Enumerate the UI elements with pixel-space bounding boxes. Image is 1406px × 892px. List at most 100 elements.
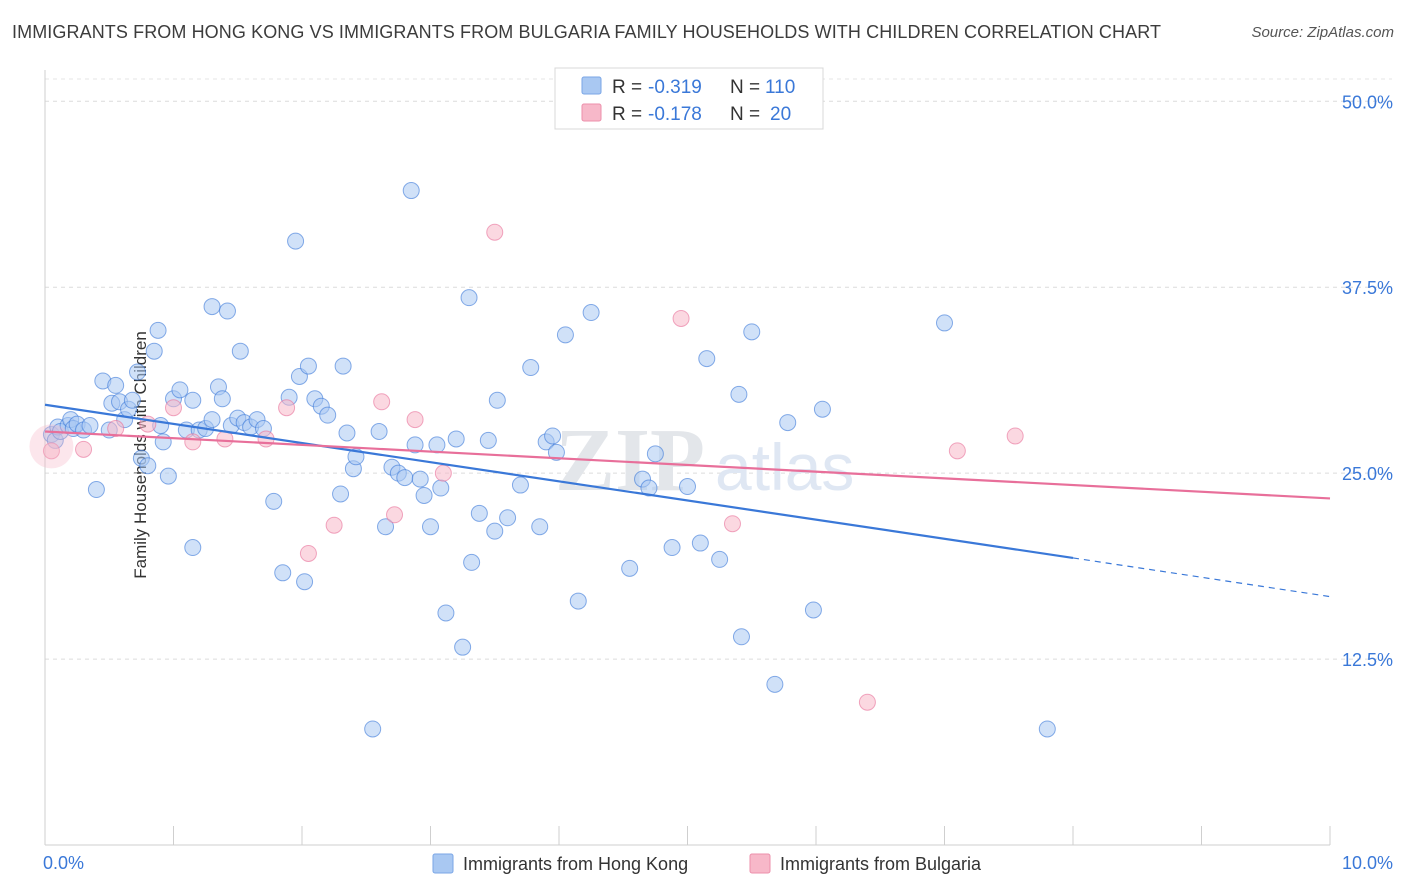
point-hong-kong [547,443,565,461]
point-bulgaria [723,515,741,533]
point-hong-kong [698,350,716,368]
point-bulgaria [299,544,317,562]
trend-line-hong-kong [44,403,1074,560]
point-hong-kong [437,604,455,622]
point-hong-kong [396,469,414,487]
point-hong-kong [663,539,681,557]
point-hong-kong [370,423,388,441]
grid [45,78,1392,660]
point-bulgaria-large [29,424,74,469]
point-hong-kong [499,509,517,527]
point-bulgaria [107,420,125,438]
point-hong-kong [569,592,587,610]
point-hong-kong [531,518,549,536]
point-hong-kong [171,381,189,399]
point-hong-kong [107,376,125,394]
trend-lines [44,403,1331,598]
point-bulgaria [75,440,93,458]
point-hong-kong [691,534,709,552]
data-points [29,182,1056,738]
chart-title: IMMIGRANTS FROM HONG KONG VS IMMIGRANTS … [12,22,1162,42]
point-bulgaria [948,442,966,460]
point-hong-kong [402,182,420,200]
point-bulgaria [373,393,391,411]
point-bulgaria [406,411,424,429]
point-hong-kong [159,467,177,485]
point-hong-kong [1038,720,1056,738]
y-tick-label: 12.5% [1342,650,1393,670]
point-hong-kong [711,550,729,568]
point-hong-kong [679,478,696,496]
trend-line-hong-kong-extension [1072,557,1331,598]
point-hong-kong [129,363,147,381]
point-hong-kong [87,481,105,499]
axes [44,70,1331,846]
point-hong-kong [415,486,433,504]
legend-swatch-bulgaria [581,103,602,122]
point-hong-kong [479,431,497,449]
legend-n-label-1: N = [730,77,760,98]
series-legend-swatch-hong-kong [432,853,454,874]
point-hong-kong [486,522,504,540]
point-hong-kong [640,479,658,497]
point-hong-kong [213,390,231,408]
point-hong-kong [454,638,472,656]
legend-r-value-1: -0.319 [648,77,702,98]
series-legend-swatch-bulgaria [749,853,771,874]
point-hong-kong [732,628,750,646]
x-tick-label: 10.0% [1342,853,1393,873]
point-hong-kong [411,470,429,488]
series-legend-label-hong-kong: Immigrants from Hong Kong [463,854,688,874]
point-hong-kong [813,400,831,418]
y-tick-label: 25.0% [1342,464,1393,484]
point-hong-kong [730,385,748,403]
point-hong-kong [203,298,221,316]
point-hong-kong [338,424,356,442]
y-tick-label: 37.5% [1342,278,1393,298]
point-hong-kong [332,485,350,503]
point-bulgaria [486,223,504,241]
tick-labels: 12.5% 25.0% 37.5% 50.0% 0.0% 10.0% [43,92,1393,873]
legend-r-value-2: -0.178 [648,104,702,125]
point-hong-kong [377,518,395,536]
point-hong-kong [184,391,202,409]
point-hong-kong [203,411,221,429]
point-hong-kong [936,314,953,332]
x-tick-label: 0.0% [43,853,84,873]
point-bulgaria [1006,427,1024,445]
point-hong-kong [123,391,141,409]
point-hong-kong [766,675,784,693]
point-hong-kong [334,357,352,375]
point-hong-kong [319,406,337,424]
point-hong-kong [274,564,292,582]
point-hong-kong [287,232,305,250]
point-hong-kong [779,414,797,432]
point-hong-kong [299,357,317,375]
point-hong-kong [804,601,822,619]
point-hong-kong [470,504,488,522]
point-hong-kong [460,289,478,307]
point-hong-kong [522,359,540,377]
point-bulgaria [165,399,182,417]
watermark-zip: ZIP [555,411,705,510]
point-bulgaria [386,506,404,524]
point-hong-kong [406,436,424,454]
point-hong-kong [364,720,382,738]
point-hong-kong [488,391,506,409]
y-tick-label: 50.0% [1342,92,1393,112]
point-hong-kong [231,342,249,360]
point-hong-kong [646,445,664,463]
series-legend-label-bulgaria: Immigrants from Bulgaria [780,854,982,874]
point-hong-kong [145,342,163,360]
point-hong-kong [296,573,314,591]
point-hong-kong [422,518,439,536]
point-hong-kong [265,492,283,510]
series-legend: Immigrants from Hong Kong Immigrants fro… [432,853,982,874]
legend-n-value-1: 110 [765,77,795,98]
point-hong-kong [81,417,99,435]
point-bulgaria [184,433,202,451]
legend-r-label-1: R = [612,77,642,98]
point-hong-kong [556,326,574,344]
point-bulgaria [42,442,60,460]
